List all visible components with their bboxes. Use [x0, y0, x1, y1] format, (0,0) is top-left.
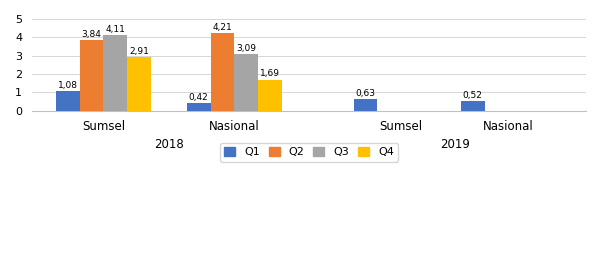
Bar [56, 91, 79, 111]
Bar [79, 40, 103, 111]
Legend: Q1, Q2, Q3, Q4: Q1, Q2, Q3, Q4 [219, 143, 398, 162]
Text: 0,52: 0,52 [463, 91, 483, 100]
Text: 3,84: 3,84 [82, 30, 102, 39]
Text: 4,11: 4,11 [105, 25, 125, 34]
Text: 4,21: 4,21 [213, 23, 233, 32]
Text: 0,42: 0,42 [189, 93, 209, 102]
Text: 3,09: 3,09 [236, 44, 257, 53]
Bar [258, 80, 282, 111]
Bar [187, 103, 210, 111]
Text: 0,63: 0,63 [356, 89, 376, 98]
Text: 2018: 2018 [154, 138, 184, 151]
Text: 1,69: 1,69 [260, 69, 280, 79]
Text: 2019: 2019 [440, 138, 470, 151]
Text: 2,91: 2,91 [129, 47, 149, 56]
Bar [234, 54, 258, 111]
Bar [461, 101, 484, 111]
Bar [353, 99, 377, 111]
Bar [103, 35, 127, 111]
Bar [127, 57, 151, 111]
Bar [210, 33, 234, 111]
Text: 1,08: 1,08 [58, 81, 78, 90]
